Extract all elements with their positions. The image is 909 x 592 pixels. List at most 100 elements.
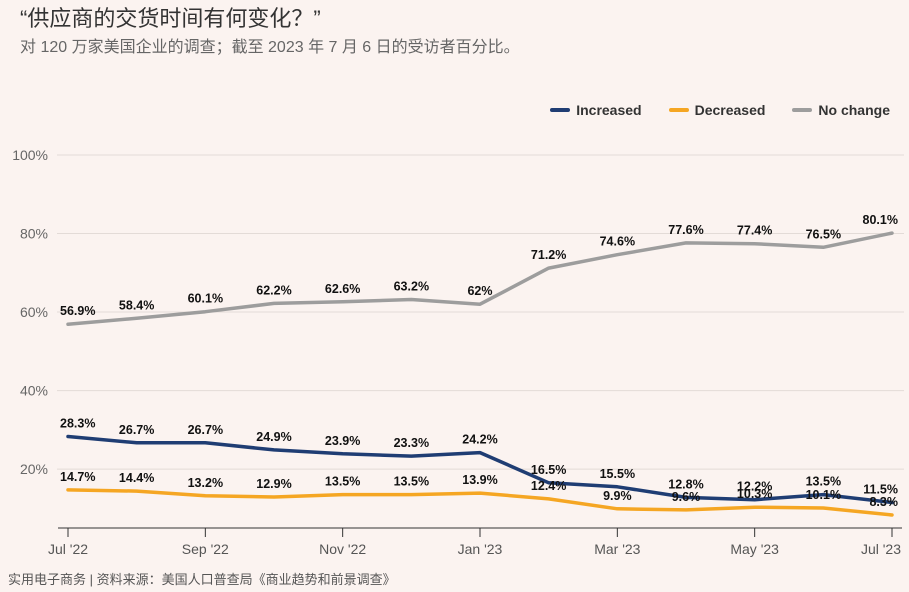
chart-title: “供应商的交货时间有何变化？” xyxy=(20,6,321,31)
data-label-value: 14.7 xyxy=(60,470,84,484)
y-tick-label-60: 60% xyxy=(20,304,48,320)
data-label-suffix: % xyxy=(487,433,498,447)
legend-item-increased[interactable]: Increased xyxy=(550,101,642,119)
data-label-decreased-9: 9.6% xyxy=(672,490,701,504)
data-label-value: 77.4 xyxy=(737,224,761,238)
data-label-suffix: % xyxy=(555,479,566,493)
data-label-value: 13.5 xyxy=(806,475,830,489)
source-footer: 实用电子商务 | 资料来源：美国人口普查局《商业趋势和前景调查》 xyxy=(8,572,396,587)
legend-label-no-change: No change xyxy=(818,102,890,118)
x-tick-label-5: May '23 xyxy=(730,541,779,557)
data-label-increased-2: 26.7% xyxy=(188,423,223,437)
series-line-increased xyxy=(66,434,894,505)
data-label-suffix: % xyxy=(887,482,898,496)
data-label-value: 10.1 xyxy=(806,488,830,502)
data-label-value: 76.5 xyxy=(806,227,830,241)
data-label-increased-8: 15.5% xyxy=(600,467,635,481)
data-label-suffix: % xyxy=(349,475,360,489)
data-label-suffix: % xyxy=(418,436,429,450)
data-label-increased-11: 13.5% xyxy=(806,475,841,489)
x-tick-label-6: Jul '23 xyxy=(861,541,901,557)
data-label-value: 10.3 xyxy=(737,487,761,501)
data-label-suffix: % xyxy=(143,298,154,312)
y-tick-value: 60 xyxy=(20,304,36,320)
data-label-value: 24.2 xyxy=(462,433,486,447)
data-label-no-change-6: 62% xyxy=(467,284,492,298)
data-label-suffix: % xyxy=(689,490,700,504)
legend-item-no-change[interactable]: No change xyxy=(792,101,890,119)
data-label-value: 23.9 xyxy=(325,434,349,448)
x-tick-label-1: Sep '22 xyxy=(182,541,229,557)
data-label-suffix: % xyxy=(481,284,492,298)
data-label-decreased-5: 13.5% xyxy=(394,475,429,489)
data-label-value: 80.1 xyxy=(863,213,887,227)
y-tick-value: 100 xyxy=(12,147,36,163)
legend-item-decreased[interactable]: Decreased xyxy=(668,101,766,119)
data-label-suffix: % xyxy=(281,283,292,297)
data-label-decreased-8: 9.9% xyxy=(603,489,632,503)
data-label-no-change-8: 74.6% xyxy=(600,235,635,249)
y-tick-label-80: 80% xyxy=(20,226,48,242)
data-label-value: 16.5 xyxy=(531,463,555,477)
data-label-value: 62 xyxy=(467,284,481,298)
data-label-value: 24.9 xyxy=(256,430,280,444)
x-axis: Jul '22 Sep '22 Nov '22 Jan '23 Mar '23 May '… xyxy=(48,527,902,557)
y-tick-suffix: % xyxy=(36,383,48,399)
data-label-suffix: % xyxy=(143,471,154,485)
data-label-increased-10: 12.2% xyxy=(737,480,772,494)
data-label-value: 9.6 xyxy=(672,490,689,504)
data-label-decreased-0: 14.7% xyxy=(60,470,95,484)
data-label-suffix: % xyxy=(84,470,95,484)
series-line-decreased xyxy=(66,488,894,517)
data-label-suffix: % xyxy=(830,475,841,489)
data-label-value: 14.4 xyxy=(119,471,143,485)
y-tick-value: 20 xyxy=(20,461,36,477)
data-label-suffix: % xyxy=(693,223,704,237)
legend: Increased Decreased No change xyxy=(550,101,890,119)
data-label-value: 77.6 xyxy=(668,223,692,237)
data-label-decreased-3: 12.9% xyxy=(256,477,291,491)
data-label-suffix: % xyxy=(487,473,498,487)
data-label-suffix: % xyxy=(624,467,635,481)
data-label-suffix: % xyxy=(761,487,772,501)
data-label-value: 62.2 xyxy=(256,283,280,297)
data-label-suffix: % xyxy=(555,463,566,477)
data-label-value: 13.5 xyxy=(394,475,418,489)
data-label-value: 63.2 xyxy=(394,279,418,293)
data-label-decreased-2: 13.2% xyxy=(188,476,223,490)
y-tick-value: 80 xyxy=(20,226,36,242)
data-label-suffix: % xyxy=(84,304,95,318)
data-label-suffix: % xyxy=(281,430,292,444)
data-label-no-change-2: 60.1% xyxy=(188,292,223,306)
x-tick-label-0: Jul '22 xyxy=(48,541,88,557)
data-label-value: 26.7 xyxy=(188,423,212,437)
data-label-no-change-4: 62.6% xyxy=(325,282,360,296)
data-label-no-change-10: 77.4% xyxy=(737,224,772,238)
data-label-increased-5: 23.3% xyxy=(394,436,429,450)
x-tick-label-2: Nov '22 xyxy=(319,541,366,557)
data-label-increased-1: 26.7% xyxy=(119,423,154,437)
data-label-no-change-9: 77.6% xyxy=(668,223,703,237)
data-label-suffix: % xyxy=(212,476,223,490)
data-label-value: 56.9 xyxy=(60,304,84,318)
data-label-value: 28.3 xyxy=(60,417,84,431)
legend-swatch-no-change xyxy=(792,108,813,112)
legend-label-decreased: Decreased xyxy=(694,102,766,118)
data-label-no-change-11: 76.5% xyxy=(806,227,841,241)
data-label-no-change-1: 58.4% xyxy=(119,298,154,312)
series-lines xyxy=(66,231,894,517)
data-label-increased-9: 12.8% xyxy=(668,477,703,491)
legend-label-increased: Increased xyxy=(576,102,642,118)
data-label-value: 74.6 xyxy=(600,235,624,249)
data-label-value: 71.2 xyxy=(531,248,555,262)
data-label-value: 58.4 xyxy=(119,298,143,312)
data-label-suffix: % xyxy=(281,477,292,491)
data-label-no-change-12: 80.1% xyxy=(863,213,898,227)
data-label-decreased-6: 13.9% xyxy=(462,473,497,487)
data-label-decreased-7: 12.4% xyxy=(531,479,566,493)
data-label-suffix: % xyxy=(555,248,566,262)
data-label-suffix: % xyxy=(212,292,223,306)
data-label-value: 12.8 xyxy=(668,477,692,491)
y-grid: 20%40%60%80%100% xyxy=(12,147,904,477)
